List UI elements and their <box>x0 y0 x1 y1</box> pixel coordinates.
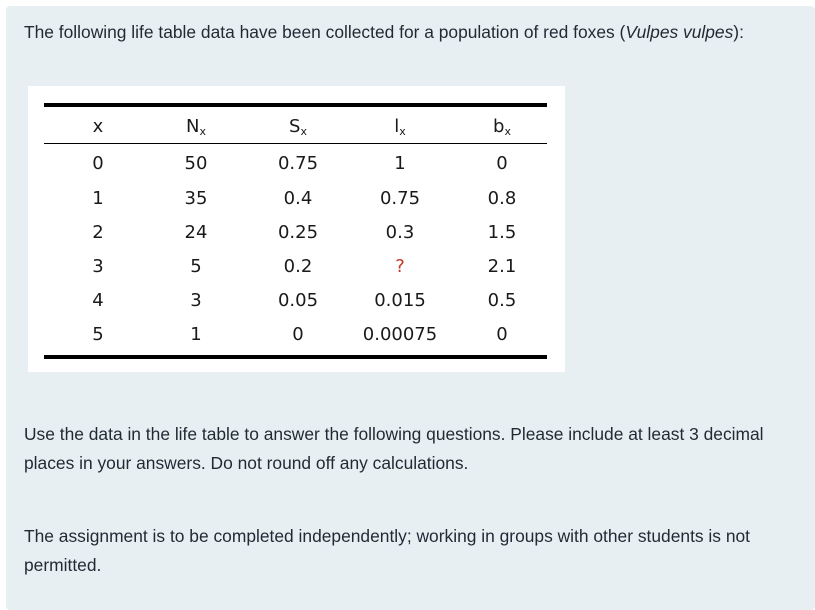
table-cell-bx: 0 <box>496 324 508 345</box>
table-cell-nx: 3 <box>190 290 202 311</box>
species-name: Vulpes vulpes <box>625 22 734 42</box>
table-cell-x: 0 <box>92 153 104 174</box>
table-cell-nx: 5 <box>190 256 202 277</box>
table-cell-lx: 0.00075 <box>362 324 438 345</box>
table-cell-sx: 0 <box>292 324 304 345</box>
table-cell-nx: 35 <box>184 188 208 209</box>
header-bx-symbol: b <box>493 116 505 137</box>
table-top-rule <box>44 103 547 107</box>
table-cell-bx: 0.5 <box>487 290 517 311</box>
question-instructions: Use the data in the life table to answer… <box>24 424 764 473</box>
table-cell-lx: 0.015 <box>374 290 426 311</box>
table-cell-sx: 0.05 <box>277 290 319 311</box>
header-lx-symbol: l <box>394 116 400 137</box>
unknown-value-cell: ? <box>395 256 405 277</box>
header-bx: bx <box>452 115 552 139</box>
table-cell-sx: 0.75 <box>277 153 319 174</box>
header-sx-subscript: x <box>300 125 307 138</box>
header-nx: Nx <box>146 115 246 139</box>
table-cell-lx: 1 <box>394 153 406 174</box>
policy-statement: The assignment is to be completed indepe… <box>24 526 750 575</box>
table-cell-nx: 1 <box>190 324 202 345</box>
table-cell-bx: 1.5 <box>487 222 517 243</box>
table-cell-bx: 0 <box>496 153 508 174</box>
table-cell-x: 5 <box>92 324 104 345</box>
table-cell-sx: 0.4 <box>283 188 313 209</box>
table-cell-x: 3 <box>92 256 104 277</box>
content-panel: The following life table data have been … <box>6 6 815 610</box>
header-x: x <box>48 115 148 139</box>
table-cell-x: 1 <box>92 188 104 209</box>
table-cell-nx: 24 <box>184 222 208 243</box>
header-x-symbol: x <box>92 116 104 137</box>
header-lx: lx <box>350 115 450 139</box>
table-bottom-rule <box>44 355 547 359</box>
header-sx-symbol: S <box>289 116 301 137</box>
table-header-rule <box>44 143 547 144</box>
header-lx-subscript: x <box>399 125 406 138</box>
header-bx-subscript: x <box>504 125 511 138</box>
table-cell-bx: 2.1 <box>487 256 517 277</box>
table-cell-lx: 0.75 <box>379 188 421 209</box>
table-cell-x: 4 <box>92 290 104 311</box>
table-cell-nx: 50 <box>184 153 208 174</box>
intro-text: The following life table data have been … <box>24 22 626 42</box>
table-cell-sx: 0.25 <box>277 222 319 243</box>
life-table-image: x Nx Sx lx bx 0 50 0.75 1 0 1 35 0.4 0.75 0.8 2 24 0.25 0.… <box>28 86 565 372</box>
table-cell-lx: 0.3 <box>385 222 415 243</box>
header-nx-subscript: x <box>199 125 206 138</box>
intro-paragraph: The following life table data have been … <box>24 18 764 47</box>
table-cell-x: 2 <box>92 222 104 243</box>
header-nx-symbol: N <box>186 116 200 137</box>
table-cell-bx: 0.8 <box>487 188 517 209</box>
header-sx: Sx <box>248 115 348 139</box>
intro-text-end: ): <box>733 22 744 42</box>
table-cell-sx: 0.2 <box>283 256 313 277</box>
